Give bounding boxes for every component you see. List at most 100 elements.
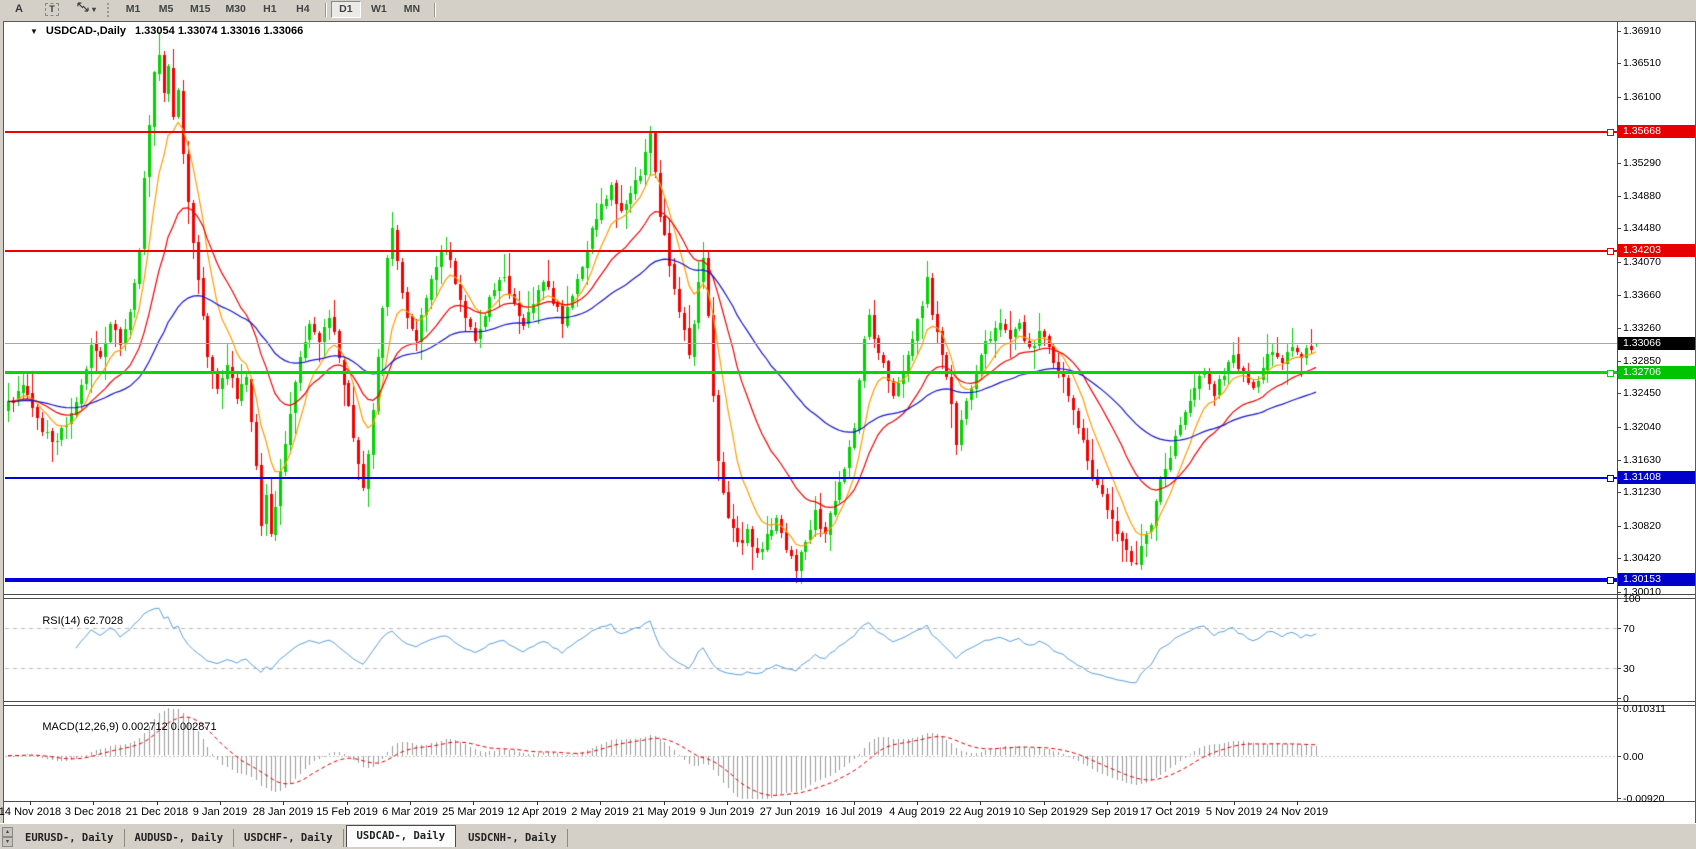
timeframe-m5-button[interactable]: M5 xyxy=(151,1,182,18)
timeframe-d1-button[interactable]: D1 xyxy=(330,1,361,18)
price-axis-label: 1.30420 xyxy=(1623,552,1661,564)
resistance-line[interactable] xyxy=(5,250,1617,252)
price-axis-label: 1.35290 xyxy=(1623,157,1661,169)
macd-current-values: 0.002712 0.002871 xyxy=(121,721,217,733)
level-price-label: 1.35668 xyxy=(1618,125,1695,138)
price-axis-label: 1.31230 xyxy=(1623,486,1661,498)
price-axis-tick xyxy=(1617,295,1621,296)
chart-ohlc-values: 1.33054 1.33074 1.33016 1.33066 xyxy=(135,25,304,37)
price-axis-tick xyxy=(1617,31,1621,32)
tab-usdcad-daily[interactable]: USDCAD-, Daily xyxy=(345,825,457,847)
rsi-axis-tick xyxy=(1617,668,1621,669)
price-axis-label: 1.32850 xyxy=(1623,355,1661,367)
macd-axis-label: 0.010311 xyxy=(1623,703,1667,715)
date-axis-tick xyxy=(1107,801,1108,805)
date-axis-tick xyxy=(220,801,221,805)
price-axis-tick xyxy=(1617,427,1621,428)
date-axis-tick xyxy=(30,801,31,805)
date-axis-tick xyxy=(283,801,284,805)
date-axis-label: 2 May 2019 xyxy=(571,806,629,818)
date-axis-tick xyxy=(600,801,601,805)
chart-toolbar: A T ▾ M1 M5 M15 M30 H1 H4 D1 W1 MN xyxy=(0,0,1696,19)
price-axis-tick xyxy=(1617,63,1621,64)
cursor-arrows-icon xyxy=(76,1,90,18)
price-axis-label: 1.30820 xyxy=(1623,520,1661,532)
tab-audusd-daily[interactable]: AUDUSD-, Daily xyxy=(125,829,235,847)
price-axis-label: 1.34070 xyxy=(1623,256,1661,268)
rsi-axis-tick xyxy=(1617,598,1621,599)
date-axis-label: 21 May 2019 xyxy=(632,806,696,818)
rsi-indicator-label: RSI(14) 62.7028 xyxy=(24,602,123,641)
macd-axis-label: -0.00920 xyxy=(1623,793,1665,805)
support-line[interactable] xyxy=(5,578,1617,582)
support-line[interactable] xyxy=(5,371,1617,374)
text-label-tool-button[interactable]: T xyxy=(37,1,67,18)
rsi-axis-label: 100 xyxy=(1623,593,1641,605)
timeframe-m30-button[interactable]: M30 xyxy=(219,1,252,18)
font-tool-button[interactable]: A xyxy=(4,1,34,18)
text-label-icon: T xyxy=(45,3,59,16)
date-axis-tick xyxy=(1170,801,1171,805)
date-axis-label: 15 Feb 2019 xyxy=(316,806,378,818)
support-line[interactable] xyxy=(5,477,1617,479)
date-axis-tick xyxy=(727,801,728,805)
date-axis-tick xyxy=(347,801,348,805)
timeframe-m1-button[interactable]: M1 xyxy=(118,1,149,18)
toolbar-divider xyxy=(433,2,436,17)
date-axis-label: 9 Jun 2019 xyxy=(699,806,755,818)
timeframe-m15-button[interactable]: M15 xyxy=(184,1,217,18)
date-axis-label: 28 Jan 2019 xyxy=(252,806,314,818)
date-axis-tick xyxy=(473,801,474,805)
timeframe-mn-button[interactable]: MN xyxy=(396,1,427,18)
date-axis-tick xyxy=(664,801,665,805)
cursor-tool-dropdown-button[interactable]: ▾ xyxy=(70,1,103,18)
level-price-label: 1.34203 xyxy=(1618,244,1695,257)
toolbar-grip[interactable] xyxy=(107,2,112,17)
timeframe-h1-button[interactable]: H1 xyxy=(254,1,285,18)
timeframe-h4-button[interactable]: H4 xyxy=(287,1,318,18)
candlestick-chart-canvas[interactable] xyxy=(4,22,1695,823)
collapse-triangle-icon[interactable]: ▼ xyxy=(30,27,38,36)
level-anchor-square[interactable] xyxy=(1607,370,1614,377)
price-rsi-pane-divider[interactable] xyxy=(4,594,1695,595)
timeframe-w1-button[interactable]: W1 xyxy=(363,1,394,18)
price-axis-label: 1.32040 xyxy=(1623,421,1661,433)
date-axis-label: 25 Mar 2019 xyxy=(442,806,504,818)
resistance-line[interactable] xyxy=(5,131,1617,133)
chart-title: ▼ USDCAD-,Daily 1.33054 1.33074 1.33016 … xyxy=(30,25,303,38)
price-axis-tick xyxy=(1617,592,1621,593)
price-axis-label: 1.34480 xyxy=(1623,222,1661,234)
macd-axis-tick xyxy=(1617,798,1621,799)
date-axis-label: 14 Nov 2018 xyxy=(0,806,62,818)
macd-axis-tick xyxy=(1617,708,1621,709)
date-axis-tick xyxy=(980,801,981,805)
price-axis-label: 1.31630 xyxy=(1623,454,1661,466)
level-anchor-square[interactable] xyxy=(1607,248,1614,255)
rsi-axis-label: 30 xyxy=(1623,663,1635,675)
price-axis-label: 1.30010 xyxy=(1623,586,1661,598)
rsi-macd-pane-divider[interactable] xyxy=(4,701,1695,702)
price-axis-label: 1.34880 xyxy=(1623,190,1661,202)
date-axis-tick xyxy=(157,801,158,805)
tab-usdcnh-daily[interactable]: USDCNH-, Daily xyxy=(458,829,568,847)
price-axis-tick xyxy=(1617,558,1621,559)
level-anchor-square[interactable] xyxy=(1607,475,1614,482)
rsi-axis-label: 0 xyxy=(1623,693,1629,705)
tab-scroll-up-icon[interactable]: ▴ xyxy=(2,827,13,837)
tab-usdchf-daily[interactable]: USDCHF-, Daily xyxy=(234,829,344,847)
date-axis-tick xyxy=(1297,801,1298,805)
macd-date-axis-divider xyxy=(4,801,1695,802)
level-anchor-square[interactable] xyxy=(1607,577,1614,584)
date-axis-label: 16 Jul 2019 xyxy=(825,806,883,818)
level-anchor-square[interactable] xyxy=(1607,129,1614,136)
tab-scroll-buttons: ▴ ▾ xyxy=(2,827,13,847)
tab-eurusd-daily[interactable]: EURUSD-, Daily xyxy=(15,829,125,847)
level-price-label: 1.32706 xyxy=(1618,366,1695,379)
date-axis-tick xyxy=(537,801,538,805)
timeframe-group: M1 M5 M15 M30 H1 H4 D1 W1 MN xyxy=(118,1,440,18)
chevron-down-icon: ▾ xyxy=(92,5,97,14)
tab-scroll-down-icon[interactable]: ▾ xyxy=(2,837,13,847)
date-axis-label: 21 Dec 2018 xyxy=(125,806,189,818)
rsi-name: RSI(14) xyxy=(42,615,81,627)
price-axis-tick xyxy=(1617,526,1621,527)
